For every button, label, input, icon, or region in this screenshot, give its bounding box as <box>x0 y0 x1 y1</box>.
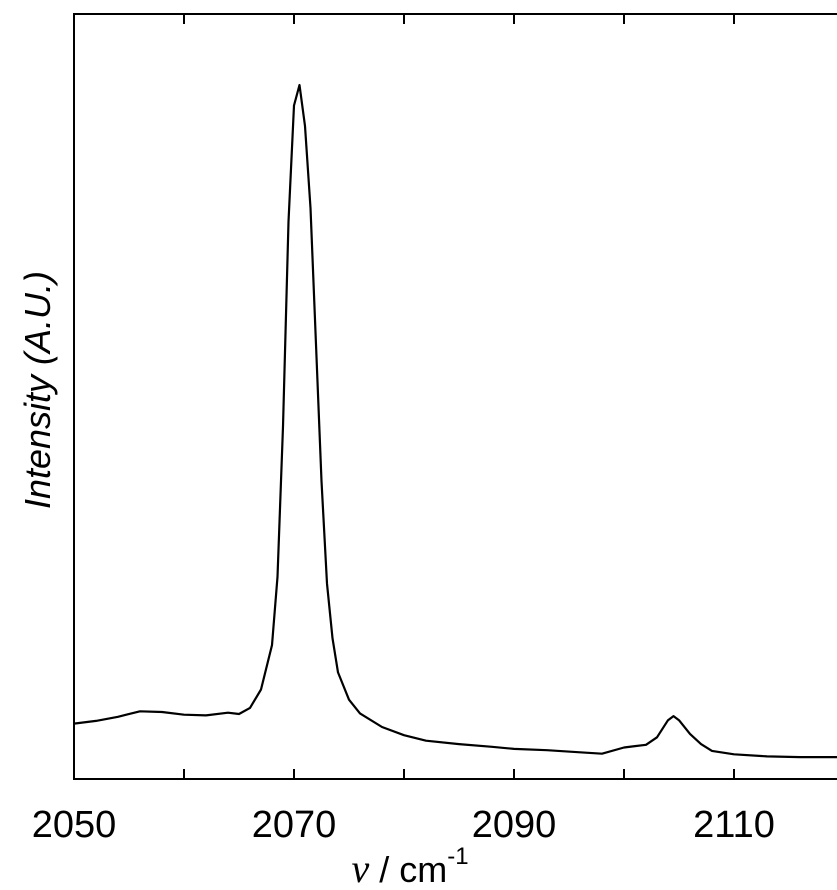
x-axis-exponent: -1 <box>447 843 468 870</box>
x-tick-label: 2110 <box>693 804 775 846</box>
spectrum-line <box>73 83 837 759</box>
x-axis-ticks <box>73 14 735 779</box>
x-axis-tick-labels: 2050 2070 2090 2110 <box>32 804 775 846</box>
plot-frame <box>73 13 837 780</box>
x-tick-label: 2050 <box>32 804 117 846</box>
x-tick-label: 2090 <box>472 804 557 846</box>
y-axis-label: Intensity (A.U.) <box>17 271 58 509</box>
x-tick-label: 2070 <box>252 804 337 846</box>
x-axis-label: ν / cm-1 <box>351 843 468 890</box>
x-axis-symbol: ν <box>351 846 369 890</box>
x-axis-unit: / cm <box>369 849 447 890</box>
